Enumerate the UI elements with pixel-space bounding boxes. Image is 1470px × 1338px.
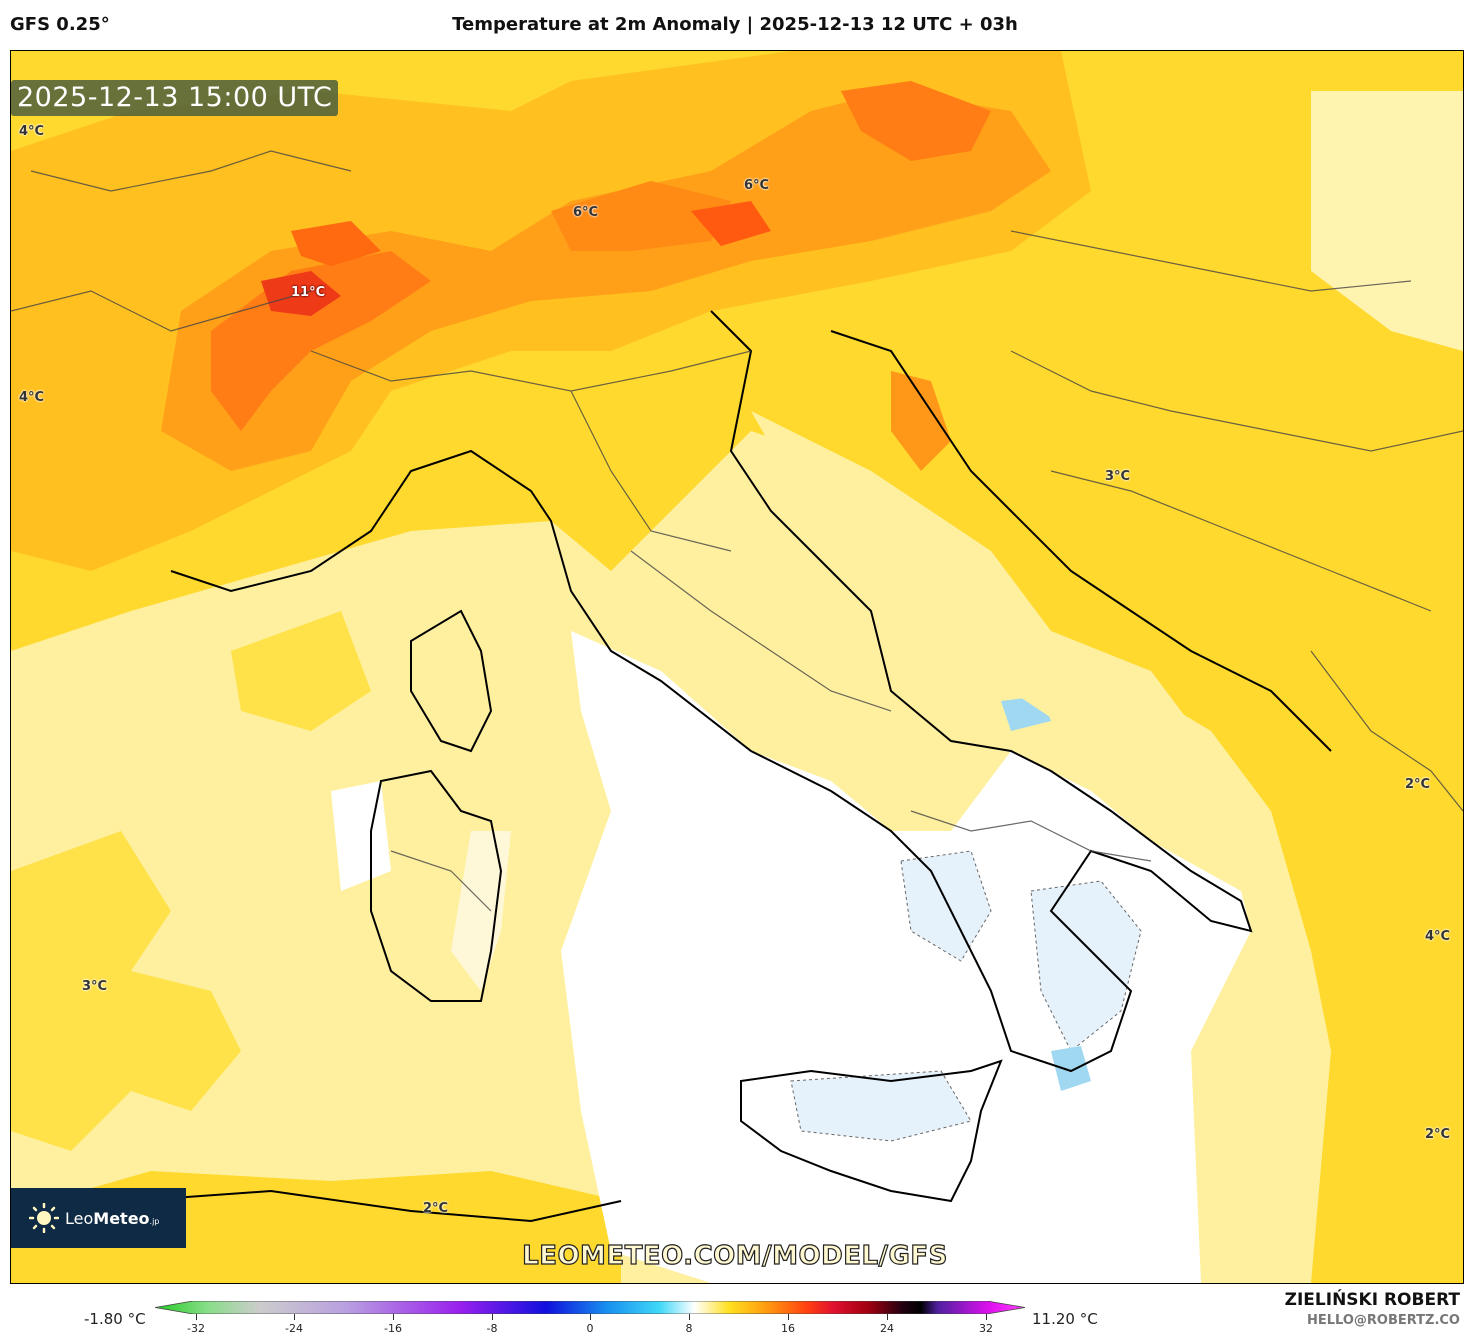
tick-label: 32 xyxy=(979,1322,993,1335)
chart-title: Temperature at 2m Anomaly | 2025-12-13 1… xyxy=(452,14,1018,35)
contour-label: 6°C xyxy=(573,205,599,220)
contour-label: 6°C xyxy=(744,178,770,193)
tick-label: 8 xyxy=(685,1322,693,1335)
contour-label: 4°C xyxy=(1425,929,1451,944)
contour-label: 3°C xyxy=(1105,469,1131,484)
contour-label: 4°C xyxy=(19,390,45,405)
logo-text: LeoMeteo.jp xyxy=(65,1208,160,1228)
tick-label: -8 xyxy=(486,1322,498,1335)
anomaly-map[interactable]: 4°C 4°C 11°C 6°C 6°C 3°C 2°C 4°C 2°C 3°C… xyxy=(10,50,1464,1284)
leometeo-logo[interactable]: LeoMeteo.jp xyxy=(11,1188,186,1248)
map-shading xyxy=(11,51,1463,1283)
contour-label: 2°C xyxy=(423,1201,449,1216)
valid-time-badge: 2025-12-13 15:00 UTC xyxy=(11,80,339,116)
model-name: GFS 0.25° xyxy=(10,14,110,35)
sun-icon xyxy=(29,1203,59,1233)
watermark-url: LEOMETEO.COM/MODEL/GFS xyxy=(522,1240,948,1271)
tick-label: -16 xyxy=(384,1322,402,1335)
colorbar-max-label: 11.20 °C xyxy=(1032,1310,1098,1328)
tick-label: 0 xyxy=(586,1322,594,1335)
contour-label-max: 11°C xyxy=(291,285,326,300)
author-name: ZIELIŃSKI ROBERT xyxy=(1284,1290,1460,1310)
contour-label: 2°C xyxy=(1405,777,1431,792)
colorbar xyxy=(155,1301,1025,1314)
tick-label: 24 xyxy=(880,1322,894,1335)
tick-label: -24 xyxy=(285,1322,303,1335)
colorbar-min-label: -1.80 °C xyxy=(84,1310,146,1328)
tick-label: 16 xyxy=(781,1322,795,1335)
contour-label: 3°C xyxy=(82,979,108,994)
author-email[interactable]: HELLO@ROBERTZ.CO xyxy=(1306,1313,1460,1328)
tick-label: -32 xyxy=(187,1322,205,1335)
contour-label: 2°C xyxy=(1425,1127,1451,1142)
contour-label: 4°C xyxy=(19,124,45,139)
